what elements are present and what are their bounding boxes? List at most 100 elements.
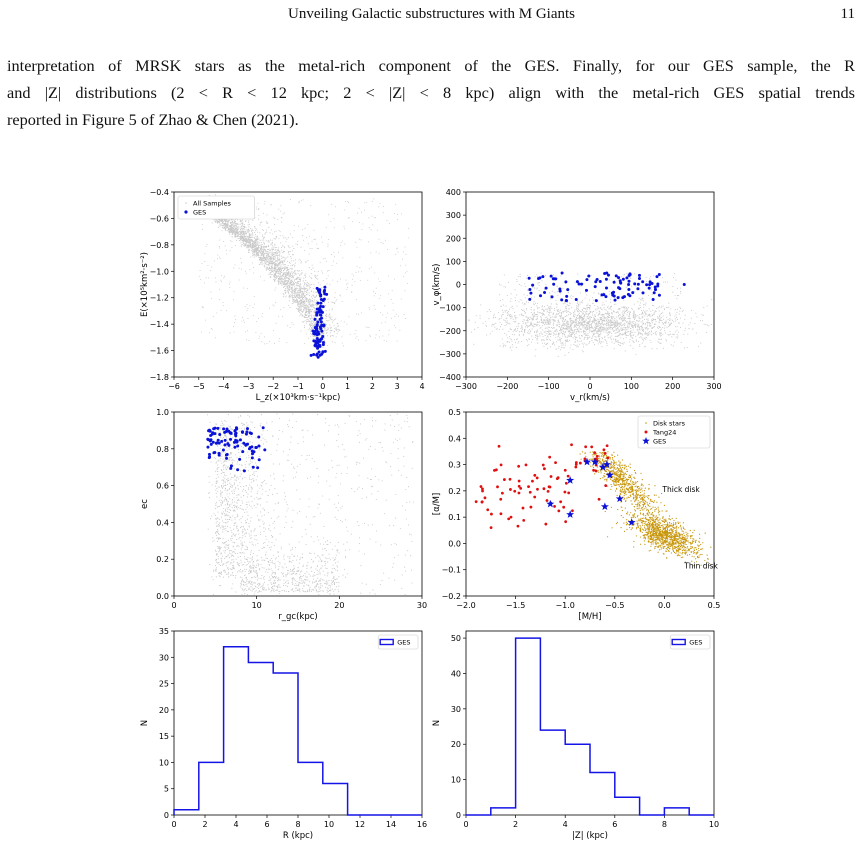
- data-point-all: [245, 231, 247, 233]
- data-point-all: [649, 276, 652, 278]
- data-point-all: [284, 264, 287, 266]
- data-point-all: [284, 272, 286, 274]
- data-point-all: [637, 307, 639, 309]
- data-point-all: [274, 223, 276, 225]
- data-point-all: [530, 312, 532, 314]
- data-point-all: [624, 322, 626, 324]
- data-point-all: [248, 233, 251, 235]
- data-point-all: [309, 298, 311, 300]
- data-point-all: [382, 243, 384, 245]
- data-point-all: [663, 281, 665, 283]
- data-point-all: [307, 259, 309, 262]
- data-point-all: [283, 307, 285, 309]
- data-point-all: [283, 285, 285, 287]
- data-point-all: [595, 309, 597, 311]
- data-point-all: [597, 333, 599, 335]
- data-point-all: [282, 278, 284, 280]
- data-point-all: [600, 332, 602, 334]
- data-point-all: [561, 332, 563, 334]
- data-point-all: [255, 235, 257, 237]
- data-point-all: [305, 294, 307, 296]
- data-point-all: [546, 342, 548, 344]
- data-point-all: [533, 296, 535, 298]
- data-point-all: [669, 313, 671, 316]
- data-point-all: [309, 331, 311, 333]
- data-point-all: [590, 274, 592, 276]
- data-point-all: [652, 332, 654, 335]
- data-point-all: [568, 291, 570, 293]
- data-point-all: [651, 348, 653, 350]
- data-point-all: [349, 333, 351, 335]
- data-point-all: [607, 314, 609, 316]
- data-point-all: [360, 312, 362, 314]
- data-point-all: [310, 308, 312, 310]
- data-point-all: [523, 304, 525, 306]
- data-point-all: [329, 313, 331, 315]
- data-point-all: [298, 305, 300, 307]
- data-point-all: [563, 320, 565, 322]
- data-point-all: [236, 229, 238, 231]
- data-point-all: [266, 245, 268, 247]
- data-point-all: [266, 343, 268, 345]
- data-point-all: [613, 342, 615, 344]
- data-point-all: [324, 258, 326, 260]
- data-point-all: [581, 302, 583, 304]
- data-point-all: [587, 321, 589, 323]
- data-point-all: [616, 340, 619, 342]
- data-point-ges: [320, 310, 324, 314]
- data-point-all: [231, 232, 233, 234]
- data-point-all: [234, 234, 236, 236]
- data-point-all: [237, 227, 239, 229]
- data-point-all: [290, 257, 292, 259]
- data-point-all: [298, 202, 300, 204]
- data-point-all: [571, 329, 573, 331]
- data-point-all: [624, 350, 626, 352]
- data-point-all: [543, 309, 545, 311]
- data-point-all: [256, 235, 259, 237]
- data-point-all: [331, 308, 333, 310]
- data-point-all: [305, 304, 307, 306]
- data-point-all: [550, 336, 552, 338]
- data-point-all: [254, 251, 256, 253]
- data-point-all: [552, 274, 554, 276]
- data-point-all: [244, 228, 246, 230]
- data-point-ges: [320, 323, 324, 327]
- data-point-all: [310, 268, 312, 270]
- data-point-all: [533, 317, 535, 319]
- data-point-all: [241, 222, 243, 224]
- data-point-all: [298, 290, 300, 292]
- data-point-all: [372, 224, 374, 226]
- data-point-all: [312, 326, 314, 328]
- data-point-all: [542, 329, 544, 331]
- data-point-all: [263, 343, 265, 345]
- data-point-all: [281, 281, 284, 283]
- data-point-all: [311, 306, 313, 308]
- data-point-all: [642, 324, 644, 326]
- x-axis-label: v_r(km/s): [570, 393, 610, 403]
- data-point-all: [305, 322, 307, 324]
- data-point-all: [585, 343, 587, 345]
- data-point-all: [616, 332, 618, 334]
- data-point-all: [680, 287, 682, 289]
- data-point-all: [615, 329, 617, 331]
- data-point-all: [579, 331, 581, 333]
- data-point-all: [542, 335, 544, 337]
- data-point-all: [388, 293, 390, 295]
- data-point-all: [337, 326, 339, 328]
- data-point-all: [627, 307, 630, 309]
- data-point-all: [273, 274, 276, 276]
- x-tick-label: 300: [706, 382, 721, 391]
- data-point-all: [550, 333, 552, 335]
- data-point-all: [221, 230, 223, 232]
- data-point-all: [260, 242, 262, 244]
- data-point-all: [542, 323, 544, 325]
- data-point-all: [289, 286, 291, 288]
- data-point-all: [335, 300, 337, 302]
- data-point-all: [394, 213, 396, 215]
- data-point-all: [608, 308, 610, 310]
- data-point-all: [595, 339, 597, 341]
- data-point-all: [201, 228, 203, 230]
- data-point-all: [679, 290, 682, 292]
- data-point-all: [286, 268, 288, 270]
- data-point-all: [290, 280, 292, 282]
